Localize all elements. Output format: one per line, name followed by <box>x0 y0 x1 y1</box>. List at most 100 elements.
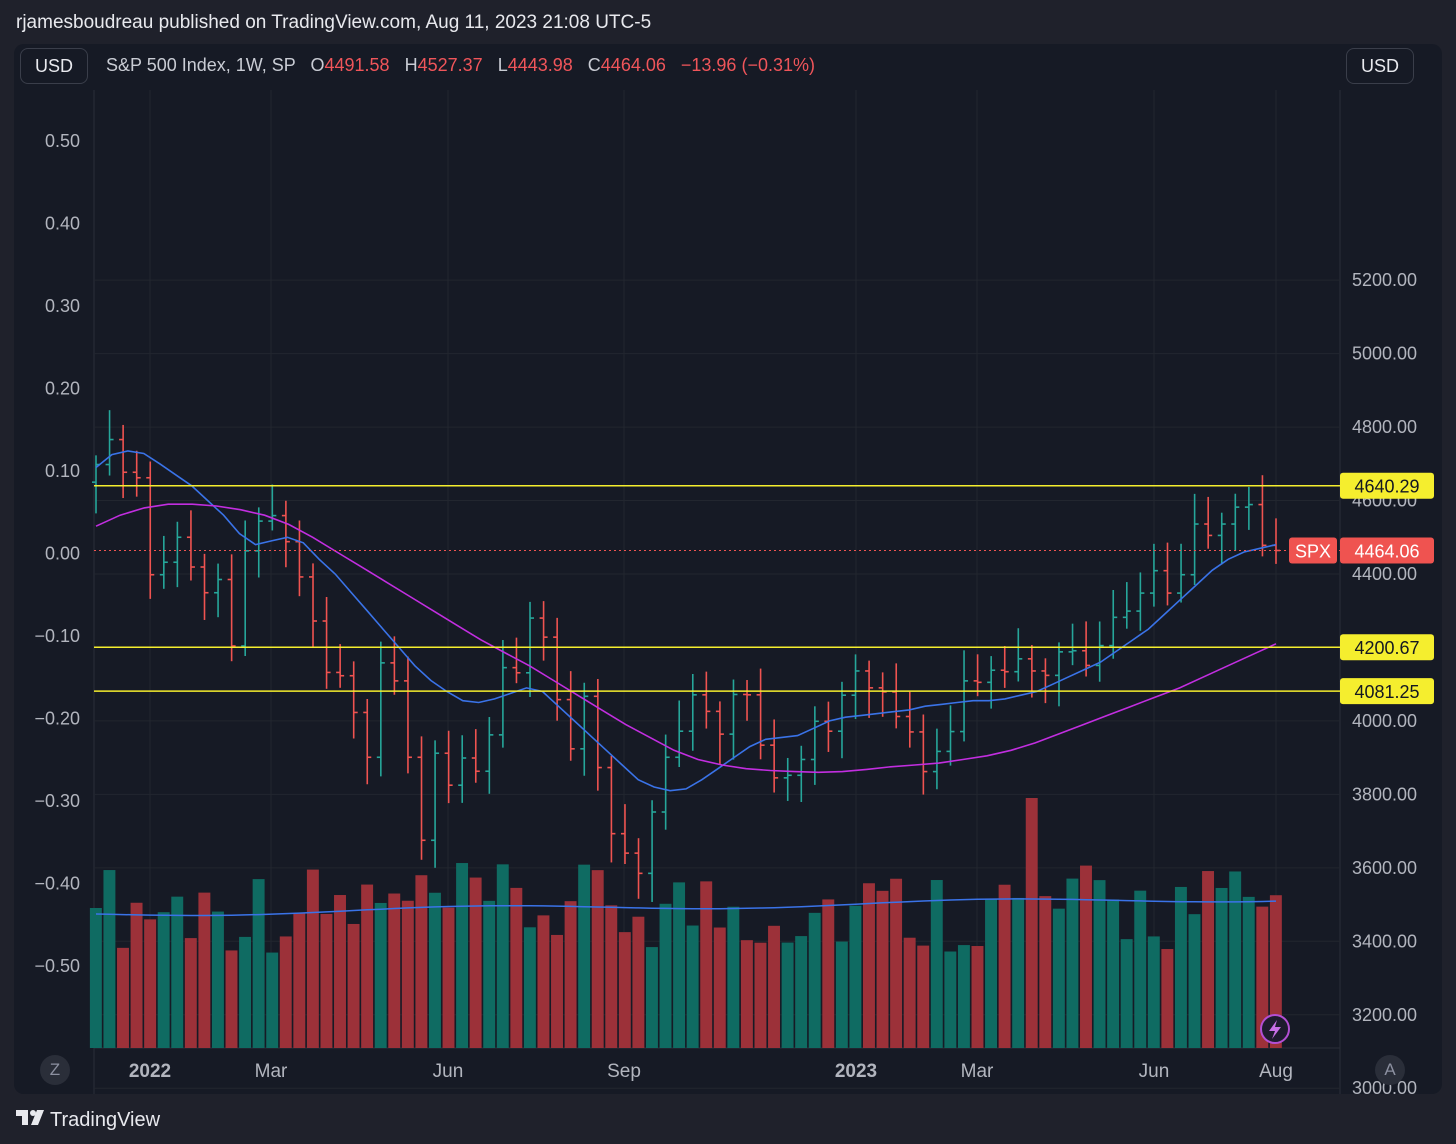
last-price-label: 4464.06 <box>1354 541 1419 561</box>
chart-canvas[interactable]: 5200.005000.004800.004600.004400.004000.… <box>14 44 1442 1094</box>
last-price-tag <box>1340 537 1434 564</box>
volume-bar <box>1269 895 1282 1048</box>
auto-scale-left-button[interactable]: Z <box>40 1055 70 1085</box>
ohlc-bar <box>702 671 711 729</box>
ohlc-bar <box>241 520 250 657</box>
ohlc-bar <box>593 678 602 791</box>
volume-bar <box>374 902 387 1048</box>
volume-bar <box>401 900 414 1048</box>
volume-bar <box>1161 949 1174 1048</box>
right-axis-tick: 4800.00 <box>1352 417 1417 437</box>
right-currency-button[interactable]: USD <box>1346 48 1415 84</box>
volume-bar <box>157 912 170 1048</box>
ohlc-bar <box>1041 658 1050 704</box>
ohlc-bar <box>878 672 887 717</box>
volume-bar <box>1147 936 1160 1048</box>
low-value: 4443.98 <box>507 55 573 75</box>
volume-bar <box>740 940 753 1048</box>
volume-bar <box>985 899 998 1048</box>
left-currency-button[interactable]: USD <box>20 48 89 84</box>
ohlc-bar <box>444 730 453 804</box>
volume-bar <box>225 950 238 1048</box>
ohlc-bar <box>349 661 358 739</box>
ohlc-bar <box>1014 628 1023 682</box>
high-value: 4527.37 <box>417 55 483 75</box>
lightning-bolt-icon <box>1269 1020 1281 1039</box>
volume-bar <box>483 900 496 1048</box>
ohlc-bar <box>756 668 765 760</box>
ohlc-bar <box>309 563 318 648</box>
volume-bar <box>863 883 875 1048</box>
ohlc-bar <box>1231 493 1240 552</box>
ohlc-bar <box>471 729 480 783</box>
right-axis-tick: 3400.00 <box>1352 931 1417 951</box>
volume-bar <box>591 870 604 1048</box>
symbol-name[interactable]: S&P 500 Index, 1W, SP <box>106 55 296 75</box>
volume-bar <box>835 941 848 1048</box>
volume-bar <box>306 869 319 1048</box>
volume-bar <box>130 902 143 1048</box>
ohlc-bar <box>526 601 535 698</box>
left-axis-tick: 0.00 <box>45 544 80 564</box>
volume-bar <box>510 887 523 1048</box>
ohlc-bar <box>1217 512 1226 565</box>
ohlc-bar <box>865 660 874 718</box>
ohlc-bar <box>620 804 629 865</box>
left-axis-tick: −0.30 <box>34 791 80 811</box>
volume-bar <box>1202 871 1215 1048</box>
ohlc-bar <box>770 719 779 793</box>
left-axis-tick: 0.20 <box>45 379 80 399</box>
left-axis-tick: −0.20 <box>34 709 80 729</box>
right-axis-tick: 3800.00 <box>1352 784 1417 804</box>
ohlc-bar <box>539 601 548 661</box>
ohlc-bar <box>132 450 141 497</box>
volume-bar <box>184 938 197 1048</box>
volume-bar <box>944 951 957 1048</box>
symbol-tag-label: SPX <box>1295 541 1331 561</box>
ohlc-bar <box>159 535 168 589</box>
volume-bar <box>795 936 808 1048</box>
time-axis-tick: Mar <box>961 1061 994 1082</box>
change-value: −13.96 (−0.31%) <box>680 55 815 75</box>
publish-header: rjamesboudreau published on TradingView.… <box>0 0 1456 44</box>
ohlc-bar <box>431 740 440 868</box>
ohlc-bar <box>661 734 670 830</box>
volume-ma-line <box>95 898 1277 917</box>
publish-info: rjamesboudreau published on TradingView.… <box>16 12 652 33</box>
volume-bar <box>998 884 1011 1048</box>
auto-scale-right-button[interactable]: A <box>1375 1055 1405 1085</box>
volume-bar <box>564 901 577 1048</box>
volume-bar <box>971 946 984 1048</box>
ohlc-bar <box>905 691 914 748</box>
time-axis-tick: 2023 <box>835 1061 877 1082</box>
ohlc-bar <box>607 755 616 863</box>
volume-bar <box>334 895 346 1048</box>
ohlc-bar <box>1054 642 1063 707</box>
time-axis-tick: Jun <box>1139 1061 1170 1082</box>
ohlc-bar <box>336 644 345 688</box>
volume-bar <box>1025 798 1038 1048</box>
volume-bar <box>347 923 360 1048</box>
volume-bar <box>917 945 930 1048</box>
volume-bar <box>1066 878 1079 1048</box>
chart-pane[interactable]: 5200.00 5000.00 4800.00 4600.00 4400.00 4000.… <box>14 44 1442 1094</box>
ohlc-bar <box>417 736 426 860</box>
ohlc-bar <box>322 596 331 689</box>
volume-bar <box>1012 897 1025 1048</box>
volume-bar <box>754 942 767 1048</box>
ohlc-bar <box>1258 475 1267 557</box>
volume-bar <box>645 947 658 1048</box>
volume-bar <box>930 880 943 1048</box>
ohlc-bar <box>810 706 819 785</box>
volume-bar <box>673 882 686 1048</box>
volume-bar <box>876 890 889 1048</box>
volume-bar <box>103 870 116 1048</box>
volume-bar <box>700 881 713 1048</box>
left-axis-tick: −0.50 <box>34 956 80 976</box>
ohlc-bar <box>797 745 806 802</box>
volume-bar <box>1120 939 1133 1048</box>
low-label: L <box>497 55 508 75</box>
volume-bar <box>849 905 862 1048</box>
ohlc-legend: S&P 500 Index, 1W, SP O4491.58 H4527.37 … <box>106 55 815 76</box>
ohlc-bar <box>186 510 195 581</box>
